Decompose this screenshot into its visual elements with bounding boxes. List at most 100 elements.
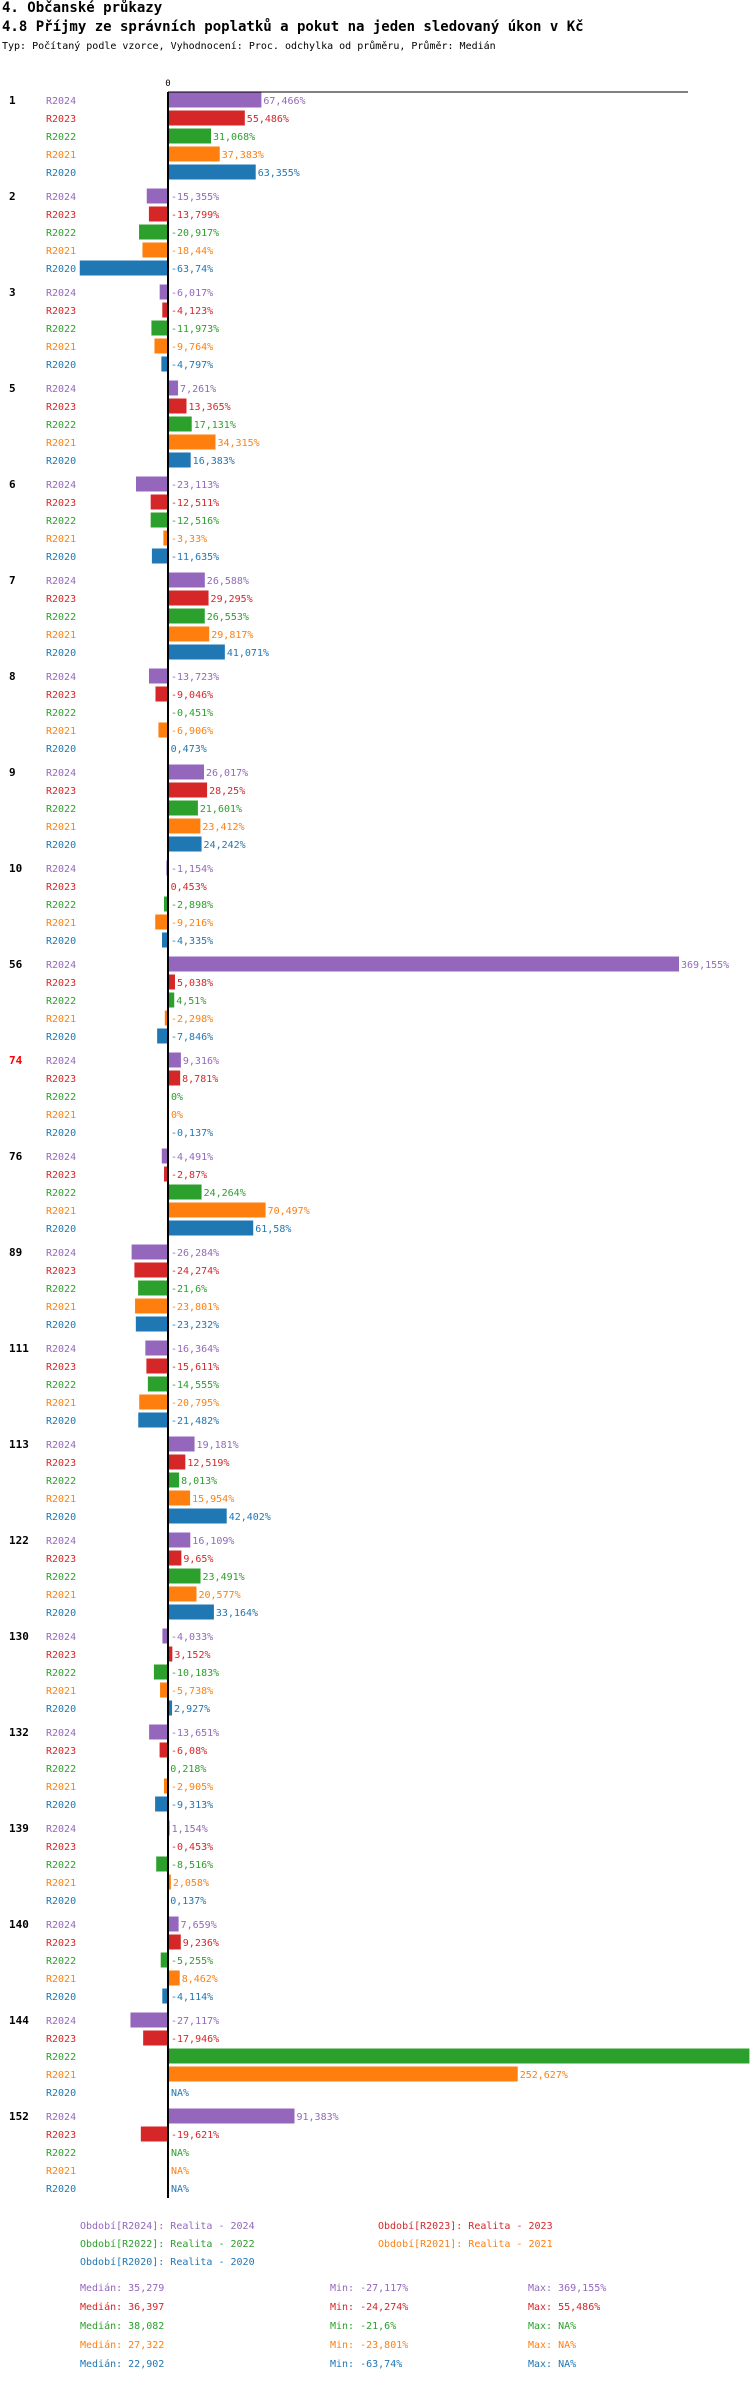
bar-152-R2023 xyxy=(140,2126,168,2142)
bar-2-R2024 xyxy=(146,188,168,204)
series-label-2-R2024: R2024 xyxy=(46,192,76,203)
zero-tick-label: 0 xyxy=(165,79,170,89)
chart-title: 4. Občanské průkazy xyxy=(2,0,163,16)
bar-111-R2024 xyxy=(145,1340,168,1356)
bar-76-R2022 xyxy=(168,1184,202,1200)
value-label-132-R2021: -2,905% xyxy=(171,1782,213,1793)
legend-min-R2020: Min: -63,74% xyxy=(330,2359,403,2370)
bar-10-R2020 xyxy=(161,932,168,948)
bar-130-R2020 xyxy=(168,1700,173,1716)
value-label-113-R2021: 15,954% xyxy=(192,1494,234,1505)
bar-89-R2024 xyxy=(131,1244,168,1260)
bar-3-R2021 xyxy=(154,338,168,354)
series-label-89-R2023: R2023 xyxy=(46,1266,76,1277)
value-label-3-R2023: -4,123% xyxy=(171,306,213,317)
bar-9-R2022 xyxy=(168,800,198,816)
bar-2-R2020 xyxy=(79,260,168,276)
group-label-140: 140 xyxy=(9,1918,29,1931)
value-label-113-R2024: 19,181% xyxy=(197,1440,239,1451)
value-label-76-R2020: 61,58% xyxy=(255,1224,291,1235)
chart-type-line: Typ: Počítaný podle vzorce, Vyhodnocení:… xyxy=(2,41,496,52)
value-label-152-R2021: NA% xyxy=(171,2166,189,2177)
value-label-8-R2021: -6,906% xyxy=(171,726,213,737)
series-label-74-R2022: R2022 xyxy=(46,1092,76,1103)
series-label-113-R2022: R2022 xyxy=(46,1476,76,1487)
value-label-3-R2022: -11,973% xyxy=(171,324,219,335)
value-label-144-R2023: -17,946% xyxy=(171,2034,219,2045)
group-label-9: 9 xyxy=(9,766,16,779)
series-label-7-R2021: R2021 xyxy=(46,630,76,641)
series-label-1-R2020: R2020 xyxy=(46,168,76,179)
series-label-111-R2021: R2021 xyxy=(46,1398,76,1409)
bar-2-R2022 xyxy=(139,224,168,240)
value-label-139-R2023: -0,453% xyxy=(171,1842,213,1853)
series-label-74-R2023: R2023 xyxy=(46,1074,76,1085)
series-label-10-R2022: R2022 xyxy=(46,900,76,911)
value-label-140-R2023: 9,236% xyxy=(183,1938,219,1949)
value-label-6-R2020: -11,635% xyxy=(171,552,219,563)
value-label-8-R2024: -13,723% xyxy=(171,672,219,683)
series-label-9-R2022: R2022 xyxy=(46,804,76,815)
bar-113-R2023 xyxy=(168,1454,186,1470)
value-label-9-R2023: 28,25% xyxy=(209,786,245,797)
series-label-132-R2024: R2024 xyxy=(46,1728,76,1739)
bar-56-R2024 xyxy=(168,956,680,972)
value-label-130-R2020: 2,927% xyxy=(174,1704,210,1715)
bar-9-R2023 xyxy=(168,782,208,798)
series-label-5-R2020: R2020 xyxy=(46,456,76,467)
bar-76-R2023 xyxy=(164,1166,168,1182)
series-label-113-R2023: R2023 xyxy=(46,1458,76,1469)
series-label-3-R2020: R2020 xyxy=(46,360,76,371)
value-label-1-R2024: 67,466% xyxy=(263,96,305,107)
bar-140-R2024 xyxy=(168,1916,179,1932)
value-label-140-R2021: 8,462% xyxy=(182,1974,218,1985)
value-label-144-R2020: NA% xyxy=(171,2088,189,2099)
group-label-3: 3 xyxy=(9,286,16,299)
bar-130-R2024 xyxy=(162,1628,168,1644)
series-label-132-R2023: R2023 xyxy=(46,1746,76,1757)
bar-140-R2021 xyxy=(168,1970,180,1986)
series-label-5-R2024: R2024 xyxy=(46,384,76,395)
bar-130-R2022 xyxy=(153,1664,168,1680)
series-label-152-R2022: R2022 xyxy=(46,2148,76,2159)
value-label-122-R2024: 16,109% xyxy=(192,1536,234,1547)
value-label-2-R2020: -63,74% xyxy=(171,264,213,275)
value-label-6-R2022: -12,516% xyxy=(171,516,219,527)
bar-132-R2024 xyxy=(149,1724,168,1740)
value-label-74-R2023: 8,781% xyxy=(182,1074,218,1085)
bar-111-R2022 xyxy=(147,1376,168,1392)
value-label-3-R2024: -6,017% xyxy=(171,288,213,299)
series-label-111-R2020: R2020 xyxy=(46,1416,76,1427)
series-label-8-R2021: R2021 xyxy=(46,726,76,737)
value-label-10-R2024: -1,154% xyxy=(171,864,213,875)
series-label-113-R2024: R2024 xyxy=(46,1440,76,1451)
value-label-139-R2020: 0,137% xyxy=(170,1896,206,1907)
value-label-5-R2023: 13,365% xyxy=(189,402,231,413)
legend-median-R2021: Medián: 27,322 xyxy=(80,2340,165,2351)
bar-113-R2021 xyxy=(168,1490,191,1506)
bar-7-R2021 xyxy=(168,626,210,642)
series-label-144-R2022: R2022 xyxy=(46,2052,76,2063)
value-label-140-R2024: 7,659% xyxy=(181,1920,217,1931)
bar-89-R2023 xyxy=(134,1262,168,1278)
value-label-113-R2022: 8,013% xyxy=(181,1476,217,1487)
value-label-10-R2020: -4,335% xyxy=(171,936,213,947)
series-label-113-R2020: R2020 xyxy=(46,1512,76,1523)
value-label-76-R2023: -2,87% xyxy=(171,1170,207,1181)
series-label-7-R2022: R2022 xyxy=(46,612,76,623)
series-label-10-R2024: R2024 xyxy=(46,864,76,875)
series-label-130-R2023: R2023 xyxy=(46,1650,76,1661)
series-label-3-R2023: R2023 xyxy=(46,306,76,317)
legend-max-R2023: Max: 55,486% xyxy=(528,2302,601,2313)
series-label-130-R2021: R2021 xyxy=(46,1686,76,1697)
value-label-140-R2020: -4,114% xyxy=(171,1992,213,2003)
value-label-74-R2022: 0% xyxy=(171,1092,183,1103)
bar-139-R2022 xyxy=(156,1856,168,1872)
bar-122-R2024 xyxy=(168,1532,191,1548)
legend-period-R2022: Období[R2022]: Realita - 2022 xyxy=(80,2239,255,2250)
series-label-139-R2024: R2024 xyxy=(46,1824,76,1835)
group-label-130: 130 xyxy=(9,1630,29,1643)
bar-152-R2024 xyxy=(168,2108,295,2124)
group-label-132: 132 xyxy=(9,1726,29,1739)
